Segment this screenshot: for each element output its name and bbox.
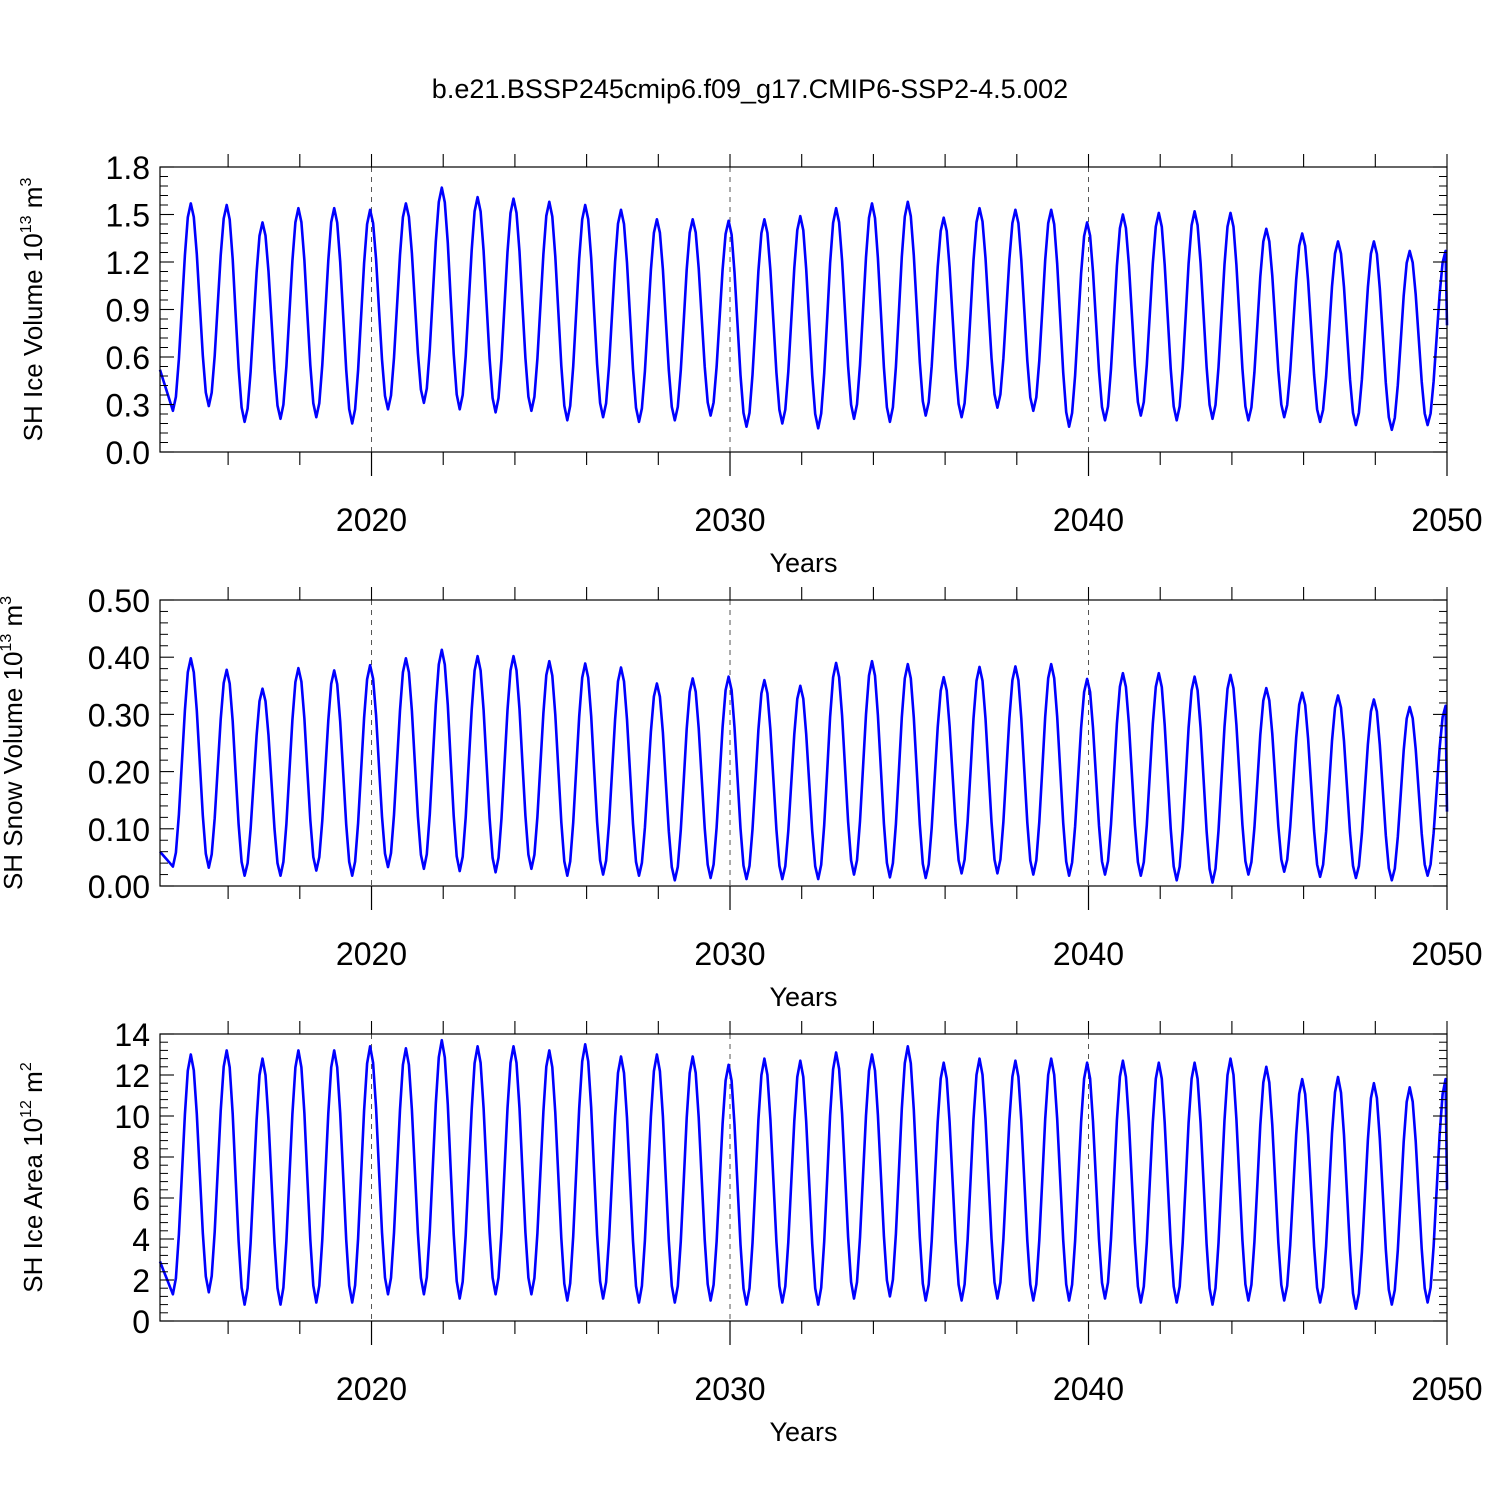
x-axis-label: Years (769, 982, 837, 1012)
panel-snow-volume: 0.00 0.10 0.20 0.30 0.40 0.50 2020 2030 2040 2050… (0, 583, 1483, 1012)
series-line (158, 186, 1449, 432)
y-axis-label: SH Ice Area 1012 m2 (18, 1062, 48, 1293)
x-axis-label: Years (769, 1417, 837, 1447)
x-tick-label: 2020 (336, 1371, 407, 1407)
x-tick-label: 2050 (1411, 1371, 1482, 1407)
y-tick-label: 0.10 (88, 812, 150, 848)
y-tick-label: 0 (132, 1304, 150, 1340)
x-tick-label: 2030 (694, 502, 765, 538)
x-tick-label: 2050 (1411, 936, 1482, 972)
y-tick-label: 1.8 (106, 150, 150, 186)
panel-ice-volume: 0.0 0.3 0.6 0.9 1.2 1.5 1.8 2020 2030 2040 2050 Yea… (18, 150, 1483, 578)
y-axis-label: SH Snow Volume 1013 m3 (0, 596, 28, 890)
y-tick-label: 0.40 (88, 640, 150, 676)
y-tick-label: 1.2 (106, 245, 150, 281)
y-tick-label: 14 (114, 1017, 150, 1053)
y-tick-label: 1.5 (106, 198, 150, 234)
y-tick-label: 4 (132, 1222, 150, 1258)
x-tick-label: 2030 (694, 1371, 765, 1407)
y-tick-label: 6 (132, 1181, 150, 1217)
y-tick-label: 10 (114, 1099, 150, 1135)
x-tick-label: 2020 (336, 502, 407, 538)
y-tick-label: 0.9 (106, 293, 150, 329)
y-tick-label: 0.50 (88, 583, 150, 619)
y-tick-label: 0.00 (88, 869, 150, 905)
y-tick-label: 12 (114, 1058, 150, 1094)
x-tick-label: 2040 (1053, 1371, 1124, 1407)
y-tick-label: 0.0 (106, 435, 150, 471)
y-tick-label: 8 (132, 1140, 150, 1176)
x-tick-label: 2030 (694, 936, 765, 972)
y-axis-label: SH Ice Volume 1013 m3 (18, 178, 48, 442)
chart-title: b.e21.BSSP245cmip6.f09_g17.CMIP6-SSP2-4.… (431, 74, 1069, 104)
y-tick-label: 0.6 (106, 340, 150, 376)
x-axis-label: Years (769, 548, 837, 578)
series-line (159, 648, 1449, 884)
plot-frame (159, 166, 1448, 453)
x-tick-label: 2050 (1411, 502, 1482, 538)
x-tick-label: 2040 (1053, 502, 1124, 538)
y-tick-label: 2 (132, 1263, 150, 1299)
y-tick-label: 0.3 (106, 388, 150, 424)
panel-ice-area: 0 2 4 6 8 10 12 14 2020 2030 2040 2050 Years SH Ice A… (18, 1017, 1483, 1447)
plot-frame (159, 599, 1448, 887)
plot-frame (159, 1033, 1448, 1322)
y-tick-label: 0.30 (88, 697, 150, 733)
y-tick-label: 0.20 (88, 755, 150, 791)
x-tick-label: 2040 (1053, 936, 1124, 972)
x-tick-label: 2020 (336, 936, 407, 972)
series-line (158, 1038, 1449, 1310)
